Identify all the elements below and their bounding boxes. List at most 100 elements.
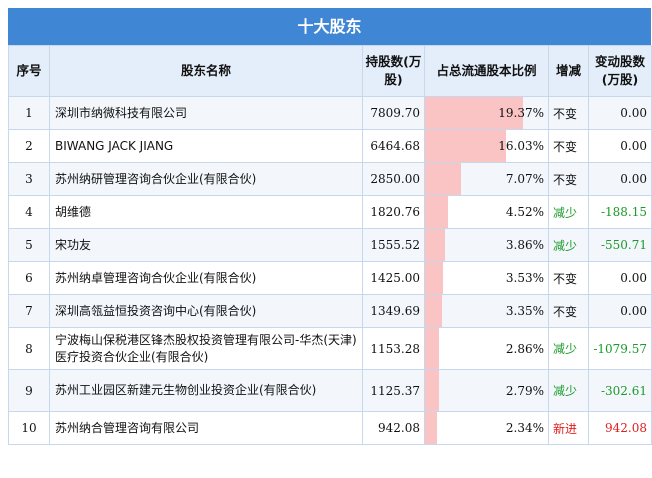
ratio-cell: 2.34%	[424, 411, 549, 445]
shareholders-panel: 十大股东 序号 股东名称 持股数(万股) 占总流通股本比例 增减 变动股数(万股…	[8, 8, 652, 445]
ratio-cell: 7.07%	[424, 162, 549, 196]
shares-held: 1555.52	[362, 228, 425, 262]
change-status: 减少	[548, 369, 589, 412]
change-status: 不变	[548, 162, 589, 196]
row-number: 10	[8, 411, 50, 445]
shareholder-name: 宁波梅山保税港区锋杰股权投资管理有限公司-华杰(天津)医疗投资合伙企业(有限合伙…	[49, 327, 363, 370]
shares-held: 1125.37	[362, 369, 425, 412]
table-row: 7 深圳高瓴益恒投资咨询中心(有限合伙) 1349.69 3.35% 不变 0.00	[8, 294, 652, 328]
ratio-text: 2.79%	[505, 383, 544, 398]
ratio-cell: 2.79%	[424, 369, 549, 412]
shareholder-name: 苏州纳合管理咨询有限公司	[49, 411, 363, 445]
header-delta: 变动股数(万股)	[588, 45, 652, 97]
shares-held: 6464.68	[362, 129, 425, 163]
change-status: 减少	[548, 327, 589, 370]
table-row: 1 深圳市纳微科技有限公司 7809.70 19.37% 不变 0.00	[8, 96, 652, 130]
table-row: 4 胡维德 1820.76 4.52% 减少 -188.15	[8, 195, 652, 229]
header-name: 股东名称	[49, 45, 363, 97]
shares-held: 1153.28	[362, 327, 425, 370]
table-row: 2 BIWANG JACK JIANG 6464.68 16.03% 不变 0.00	[8, 129, 652, 163]
shareholders-table: 序号 股东名称 持股数(万股) 占总流通股本比例 增减 变动股数(万股) 1 深圳…	[8, 45, 652, 445]
ratio-text: 3.86%	[505, 238, 544, 252]
ratio-bar	[425, 370, 439, 411]
ratio-bar	[425, 295, 442, 327]
ratio-cell: 2.86%	[424, 327, 549, 370]
table-body: 1 深圳市纳微科技有限公司 7809.70 19.37% 不变 0.00 2 BIWANG J…	[8, 96, 652, 445]
table-row: 10 苏州纳合管理咨询有限公司 942.08 2.34% 新进 942.08	[8, 411, 652, 445]
table-row: 8 宁波梅山保税港区锋杰股权投资管理有限公司-华杰(天津)医疗投资合伙企业(有限合…	[8, 327, 652, 370]
ratio-bar	[425, 196, 448, 228]
ratio-text: 19.37%	[498, 106, 544, 120]
row-number: 4	[8, 195, 50, 229]
row-number: 9	[8, 369, 50, 412]
panel-title: 十大股东	[8, 8, 651, 45]
header-ratio: 占总流通股本比例	[424, 45, 549, 97]
header-shares: 持股数(万股)	[362, 45, 425, 97]
shares-held: 1349.69	[362, 294, 425, 328]
change-status: 不变	[548, 261, 589, 295]
ratio-cell: 3.86%	[424, 228, 549, 262]
ratio-cell: 19.37%	[424, 96, 549, 130]
ratio-text: 4.52%	[505, 205, 544, 219]
ratio-bar	[425, 163, 461, 195]
ratio-cell: 4.52%	[424, 195, 549, 229]
shareholder-name: 苏州纳研管理咨询合伙企业(有限合伙)	[49, 162, 363, 196]
change-amount: -1079.57	[588, 327, 652, 370]
header-no: 序号	[8, 45, 50, 97]
ratio-text: 7.07%	[505, 172, 544, 186]
ratio-cell: 3.53%	[424, 261, 549, 295]
shareholder-name: 宋功友	[49, 228, 363, 262]
shares-held: 2850.00	[362, 162, 425, 196]
ratio-text: 3.53%	[505, 271, 544, 285]
ratio-bar	[425, 328, 439, 369]
ratio-bar	[425, 262, 443, 294]
change-amount: 0.00	[588, 129, 652, 163]
ratio-text: 3.35%	[505, 304, 544, 318]
shareholder-name: 苏州纳卓管理咨询合伙企业(有限合伙)	[49, 261, 363, 295]
shareholder-name: 深圳市纳微科技有限公司	[49, 96, 363, 130]
shares-held: 7809.70	[362, 96, 425, 130]
change-amount: 0.00	[588, 294, 652, 328]
change-status: 减少	[548, 228, 589, 262]
table-row: 9 苏州工业园区新建元生物创业投资企业(有限合伙) 1125.37 2.79% 减少 -3…	[8, 369, 652, 412]
shareholder-name: 苏州工业园区新建元生物创业投资企业(有限合伙)	[49, 369, 363, 412]
shareholder-name: 深圳高瓴益恒投资咨询中心(有限合伙)	[49, 294, 363, 328]
row-number: 5	[8, 228, 50, 262]
change-amount: 0.00	[588, 162, 652, 196]
table-row: 3 苏州纳研管理咨询合伙企业(有限合伙) 2850.00 7.07% 不变 0.00	[8, 162, 652, 196]
shareholder-name: 胡维德	[49, 195, 363, 229]
change-amount: 0.00	[588, 261, 652, 295]
ratio-text: 2.34%	[505, 421, 544, 435]
row-number: 1	[8, 96, 50, 130]
ratio-cell: 16.03%	[424, 129, 549, 163]
row-number: 7	[8, 294, 50, 328]
ratio-text: 16.03%	[498, 139, 544, 153]
change-amount: -302.61	[588, 369, 652, 412]
change-amount: 0.00	[588, 96, 652, 130]
change-amount: 942.08	[588, 411, 652, 445]
change-status: 新进	[548, 411, 589, 445]
change-status: 不变	[548, 129, 589, 163]
ratio-bar	[425, 130, 506, 162]
table-row: 5 宋功友 1555.52 3.86% 减少 -550.71	[8, 228, 652, 262]
change-status: 减少	[548, 195, 589, 229]
row-number: 2	[8, 129, 50, 163]
row-number: 3	[8, 162, 50, 196]
shares-held: 1820.76	[362, 195, 425, 229]
ratio-text: 2.86%	[505, 341, 544, 356]
header-change: 增减	[548, 45, 589, 97]
row-number: 6	[8, 261, 50, 295]
shares-held: 942.08	[362, 411, 425, 445]
shareholder-name: BIWANG JACK JIANG	[49, 129, 363, 163]
change-amount: -188.15	[588, 195, 652, 229]
row-number: 8	[8, 327, 50, 370]
ratio-cell: 3.35%	[424, 294, 549, 328]
change-status: 不变	[548, 294, 589, 328]
shares-held: 1425.00	[362, 261, 425, 295]
change-status: 不变	[548, 96, 589, 130]
change-amount: -550.71	[588, 228, 652, 262]
table-header-row: 序号 股东名称 持股数(万股) 占总流通股本比例 增减 变动股数(万股)	[8, 45, 652, 97]
ratio-bar	[425, 97, 523, 129]
ratio-bar	[425, 412, 437, 444]
ratio-bar	[425, 229, 445, 261]
